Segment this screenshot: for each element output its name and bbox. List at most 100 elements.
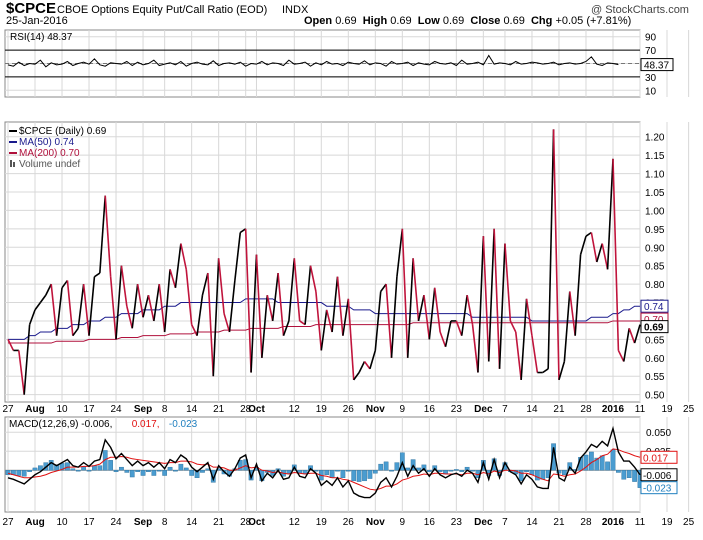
macd-histogram-bar — [129, 470, 135, 478]
macd-histogram-bar — [594, 457, 600, 471]
macd-histogram-bar — [453, 469, 459, 471]
macd-histogram-bar — [151, 470, 157, 476]
macd-x-tick-label: 21 — [213, 517, 225, 528]
price-segment — [374, 291, 382, 351]
price-segment — [390, 276, 398, 358]
rsi-tick-label: 90 — [645, 33, 657, 44]
price-segment — [477, 236, 485, 373]
macd-histogram-bar — [16, 470, 22, 476]
macd-histogram-bar — [437, 470, 443, 472]
price-x-tick-label: 19 — [661, 404, 673, 415]
price-segment — [277, 272, 285, 336]
price-segment — [482, 236, 490, 362]
price-segment — [88, 276, 96, 336]
macd-histogram-bar — [535, 470, 540, 481]
price-segment — [18, 350, 25, 395]
price-segment — [585, 231, 592, 237]
price-segment — [487, 228, 495, 362]
price-segment — [163, 269, 171, 333]
macd-histogram-bar — [367, 470, 373, 479]
price-segment — [412, 258, 420, 322]
macd-histogram-bar — [383, 461, 389, 471]
macd-histogram-bar — [448, 470, 454, 472]
price-x-tick-label: 17 — [83, 404, 95, 415]
price-segment — [380, 283, 387, 292]
volume-legend-icon — [10, 160, 12, 167]
price-segment — [363, 361, 371, 370]
panel-frame-macd — [4, 416, 641, 513]
price-segment — [212, 258, 220, 377]
price-segment — [628, 328, 636, 344]
chg-label: Chg — [530, 15, 553, 27]
price-segment — [293, 258, 301, 322]
price-segment — [55, 287, 63, 336]
macd-histogram-bar — [562, 470, 567, 475]
price-segment — [234, 232, 242, 281]
rsi-tick-label: 70 — [645, 46, 657, 57]
macd-histogram-bar — [86, 470, 92, 472]
macd-histogram-bar — [200, 470, 205, 473]
price-segment — [304, 265, 312, 325]
macd-histogram-bar — [32, 467, 38, 471]
macd-x-tick-label: 24 — [110, 517, 122, 528]
rsi-last-label: 48.37 — [644, 61, 669, 72]
macd-histogram-bar — [480, 460, 486, 471]
macd-line — [7, 425, 641, 499]
macd-histogram-bar — [108, 460, 113, 471]
price-tick-label: 0.55 — [645, 372, 665, 383]
price-segment — [271, 272, 279, 322]
price-segment — [455, 320, 463, 336]
low-value: 0.69 — [442, 15, 465, 27]
high-label: High — [362, 15, 388, 27]
price-segment — [460, 295, 468, 336]
price-segment — [498, 243, 506, 369]
price-legend-item: $CPCE (Daily) 0.69 — [19, 126, 107, 137]
macd-histogram-bar — [416, 467, 421, 471]
price-tick-label: 0.90 — [645, 243, 665, 254]
ohlc-bar: Open 0.69 High 0.69 Low 0.69 Close 0.69 … — [304, 15, 631, 27]
close-value: 0.69 — [503, 15, 525, 27]
price-segment — [423, 295, 431, 340]
price-segment — [579, 235, 587, 255]
macd-last-label: -0.006 — [643, 471, 672, 482]
macd-histogram-bar — [156, 470, 162, 472]
price-x-tick-label: 25 — [683, 404, 695, 415]
price-tick-label: 1.20 — [645, 133, 665, 144]
price-tick-label: 0.65 — [645, 335, 665, 346]
macd-histogram-bar — [340, 470, 346, 479]
price-segment — [190, 324, 198, 337]
price-segment — [77, 284, 85, 329]
price-segment — [396, 228, 404, 277]
macd-signal-line — [7, 448, 641, 491]
macd-histogram-bar — [632, 470, 637, 482]
price-segment — [590, 232, 598, 263]
macd-legend-item: 0.017, — [132, 419, 160, 430]
price-legend-item: MA(50) 0.74 — [19, 137, 74, 148]
price-x-tick-label: 19 — [316, 404, 328, 415]
histogram-last-label-box — [640, 481, 678, 495]
rsi-tick-label: 10 — [645, 86, 657, 97]
price-segment — [493, 228, 501, 369]
macd-histogram-bar — [65, 462, 70, 471]
price-segment — [7, 339, 15, 351]
price-segment — [23, 324, 31, 395]
price-segment — [531, 335, 539, 373]
price-segment — [131, 284, 139, 329]
price-segment — [353, 372, 360, 381]
macd-histogram-bar — [124, 470, 130, 473]
macd-x-tick-label: 9 — [400, 517, 406, 528]
price-segment — [617, 350, 625, 362]
macd-histogram-bar — [345, 470, 351, 472]
macd-legend-item: -0.023 — [169, 419, 198, 430]
macd-histogram-bar — [189, 470, 195, 476]
price-segment — [93, 272, 101, 278]
price-x-tick-label: 9 — [400, 404, 406, 415]
macd-histogram-bar — [518, 470, 524, 482]
price-segment — [261, 295, 269, 358]
price-segment — [623, 328, 630, 362]
macd-histogram-bar — [5, 470, 11, 475]
macd-x-tick-label: 19 — [661, 517, 673, 528]
price-segment — [601, 243, 609, 270]
macd-x-tick-label: Aug — [25, 517, 44, 528]
price-segment — [34, 302, 42, 311]
